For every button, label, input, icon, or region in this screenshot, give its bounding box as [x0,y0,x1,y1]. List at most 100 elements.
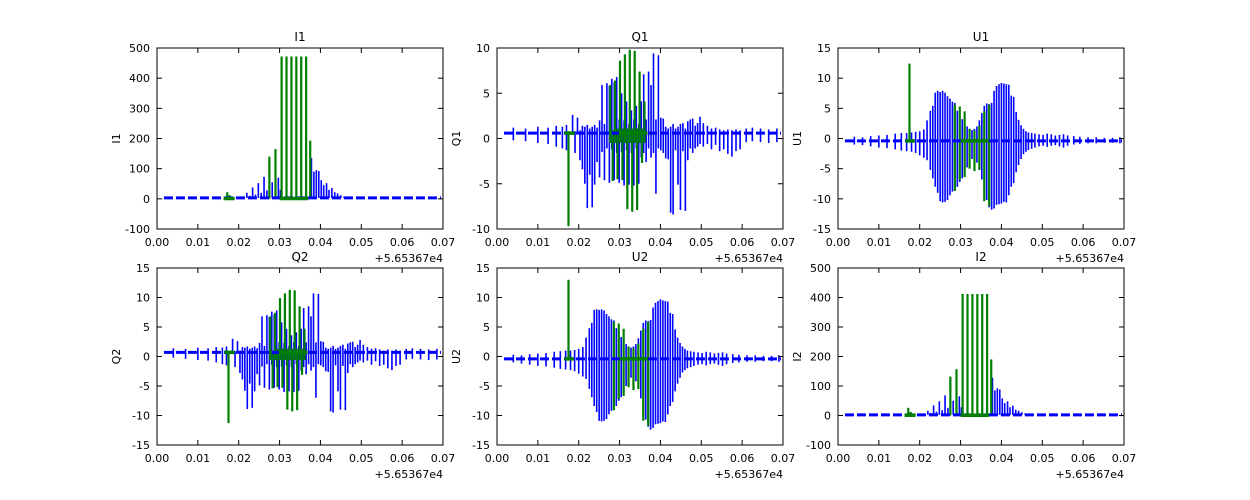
subplot-u2-xtick-label: 0.02 [566,452,591,465]
subplot-i2-xtick-label: 0.05 [1030,452,1055,465]
subplot-i1-title: I1 [294,30,305,44]
subplot-i1-xtick-label: 0.06 [390,236,415,249]
subplot-q2-ytick-label: 10 [136,292,150,305]
subplot-q1-ytick-label: 0 [483,133,490,146]
subplot-q1-ytick-label: 10 [476,42,490,55]
subplot-u2-title: U2 [632,250,648,264]
subplot-i2-ytick-label: 500 [810,262,831,275]
subplot-q1-xtick-label: 0.05 [689,236,714,249]
subplot-u1-xtick-label: 0.04 [989,236,1014,249]
subplot-q1-xoffset-label: +5.65367e4 [715,252,783,265]
subplot-i2-xtick-label: 0.07 [1112,452,1137,465]
subplot-i2-ylabel: I2 [791,351,804,361]
subplot-u1-ytick-label: 5 [824,102,831,115]
subplot-i2-ytick-label: 200 [810,351,831,364]
subplot-i2-ytick-label: 400 [810,292,831,305]
subplot-i1-xtick-label: 0.04 [308,236,333,249]
subplot-u2-ytick-label: 10 [476,292,490,305]
subplot-q2-ylabel: Q2 [110,349,123,365]
subplot-q2-xtick-label: 0.06 [390,452,415,465]
subplot-q1-xtick-label: 0.00 [485,236,510,249]
subplot-i1-xtick-label: 0.05 [349,236,374,249]
subplot-i2-xtick-label: 0.03 [948,452,973,465]
subplot-u1-xtick-label: 0.01 [867,236,892,249]
subplot-q2-xtick-label: 0.03 [267,452,292,465]
subplot-u2-xtick-label: 0.01 [526,452,551,465]
subplot-u1-xoffset-label: +5.65367e4 [1056,252,1124,265]
subplot-u2-xtick-label: 0.03 [607,452,632,465]
subplot-q2-ytick-label: 5 [143,321,150,334]
subplot-i1-ytick-label: 100 [129,163,150,176]
subplot-u2-ytick-label: -15 [472,439,490,452]
subplot-i1-xoffset-label: +5.65367e4 [375,252,443,265]
subplot-u2-axes-frame [496,267,784,446]
subplot-u2-ytick-label: 5 [483,321,490,334]
subplot-q2-ytick-label: 15 [136,262,150,275]
subplot-q1-xtick-label: 0.06 [730,236,755,249]
subplot-i1-xtick-label: 0.01 [186,236,211,249]
subplot-q2-xtick-label: 0.04 [308,452,333,465]
subplot-i1-axes-frame [156,47,444,230]
subplot-q1-xtick-label: 0.03 [607,236,632,249]
subplot-u2-xtick-label: 0.07 [771,452,796,465]
subplot-i1-ylabel: I1 [110,133,123,143]
subplot-u2-ytick-label: 0 [483,351,490,364]
subplot-u1-axes-frame [837,47,1125,230]
subplot-q1-ytick-label: -10 [472,223,490,236]
subplot-i1-xtick-label: 0.07 [431,236,456,249]
subplot-u1-ytick-label: 15 [817,42,831,55]
subplot-u1-title: U1 [973,30,989,44]
subplot-q2-ytick-label: -10 [132,410,150,423]
subplot-q1-xtick-label: 0.02 [566,236,591,249]
subplot-i2-xtick-label: 0.01 [867,452,892,465]
subplot-i2-ytick-label: -100 [806,439,831,452]
subplot-q2-ytick-label: -15 [132,439,150,452]
subplot-i1-ytick-label: 300 [129,102,150,115]
subplot-i1-ytick-label: -100 [125,223,150,236]
subplot-i1-xtick-label: 0.02 [226,236,251,249]
subplot-i2-ytick-label: 300 [810,321,831,334]
subplot-i2-axes-frame [837,267,1125,446]
subplot-u2-xoffset-label: +5.65367e4 [715,468,783,481]
subplot-q1-title: Q1 [631,30,648,44]
subplot-u1-xtick-label: 0.05 [1030,236,1055,249]
subplot-u2-ytick-label: -10 [472,410,490,423]
subplot-i1-ytick-label: 500 [129,42,150,55]
subplot-i2-xtick-label: 0.06 [1071,452,1096,465]
subplot-q2-xtick-label: 0.05 [349,452,374,465]
subplot-u1-ylabel: U1 [791,131,804,146]
subplot-i1-ytick-label: 200 [129,133,150,146]
subplot-i2-xoffset-label: +5.65367e4 [1056,468,1124,481]
subplot-u2-ytick-label: 15 [476,262,490,275]
subplot-q2-ytick-label: 0 [143,351,150,364]
subplot-u1-ytick-label: -10 [813,193,831,206]
subplot-u2-xtick-label: 0.00 [485,452,510,465]
subplot-q2-xtick-label: 0.00 [145,452,170,465]
subplot-q2-xoffset-label: +5.65367e4 [375,468,443,481]
subplot-i2-title: I2 [975,250,986,264]
subplot-u1-xtick-label: 0.00 [826,236,851,249]
subplot-q1-xtick-label: 0.04 [648,236,673,249]
subplot-q1-xtick-label: 0.07 [771,236,796,249]
subplot-u2-ylabel: U2 [450,349,463,364]
subplot-q2-xtick-label: 0.02 [226,452,251,465]
subplot-i2-xtick-label: 0.04 [989,452,1014,465]
subplot-i2-xtick-label: 0.00 [826,452,851,465]
subplot-u1-xtick-label: 0.03 [948,236,973,249]
subplot-u2-xtick-label: 0.04 [648,452,673,465]
subplot-i2-ytick-label: 0 [824,410,831,423]
subplot-i2-ytick-label: 100 [810,380,831,393]
subplot-u1-ytick-label: -15 [813,223,831,236]
subplot-u1-ytick-label: -5 [820,163,831,176]
subplot-q1-xtick-label: 0.01 [526,236,551,249]
subplot-u2-ytick-label: -5 [479,380,490,393]
subplot-u2-xtick-label: 0.06 [730,452,755,465]
subplot-i1-xtick-label: 0.03 [267,236,292,249]
subplot-i1-ytick-label: 400 [129,72,150,85]
subplot-q1-ytick-label: -5 [479,178,490,191]
subplot-i1-ytick-label: 0 [143,193,150,206]
subplot-u1-ytick-label: 0 [824,133,831,146]
subplot-u1-xtick-label: 0.02 [907,236,932,249]
